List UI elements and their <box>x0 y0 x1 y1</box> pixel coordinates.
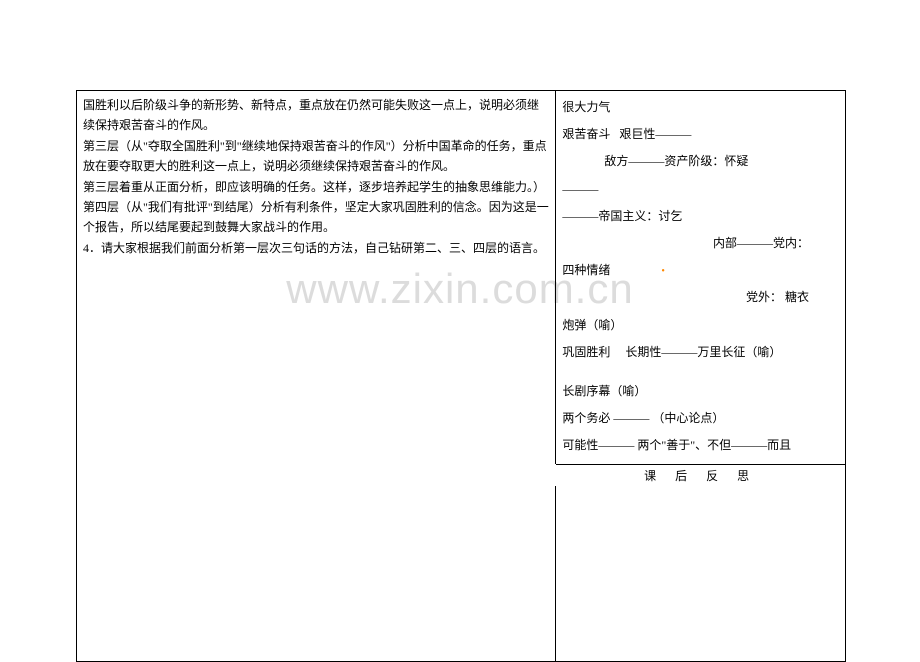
paragraph-1: 国胜利以后阶级斗争的新形势、新特点，重点放在仍然可能失败这一点上，说明必须继续保… <box>83 95 549 136</box>
left-column: 国胜利以后阶级斗争的新形势、新特点，重点放在仍然可能失败这一点上，说明必须继续保… <box>77 91 556 464</box>
note-text: 艰苦奋斗 <box>562 127 610 141</box>
note-line-6: 内部———党内： <box>562 231 839 256</box>
paragraph-3: 第三层着重从正面分析，即应该明确的任务。这样，逐步培养起学生的抽象思维能力。）第… <box>83 177 549 238</box>
note-text: 四种情绪 <box>562 263 610 277</box>
note-line-8: 党外： 糖衣 <box>562 285 839 310</box>
blank-right <box>556 486 845 661</box>
note-text: 党内： <box>773 236 809 250</box>
blank-section <box>77 486 845 661</box>
note-line-7: 四种情绪 • <box>562 258 839 283</box>
note-text: 糖衣 <box>785 290 809 304</box>
document-table: 国胜利以后阶级斗争的新形势、新特点，重点放在仍然可能失败这一点上，说明必须继续保… <box>76 90 846 662</box>
note-line-9: 炮弹（喻） <box>562 313 839 338</box>
note-line-1: 很大力气 <box>562 95 839 120</box>
note-text: 长期性———万里长征（喻） <box>625 345 781 359</box>
marker-icon: • <box>661 266 665 277</box>
note-line-13: 可能性——— 两个"善于"、不但———而且 <box>562 433 839 458</box>
note-text: 党外： <box>746 290 782 304</box>
note-line-3: 敌方———资产阶级：怀疑 <box>562 149 839 174</box>
right-column: 很大力气 艰苦奋斗 艰巨性——— 敌方———资产阶级：怀疑 ——— ———帝国主… <box>556 91 845 464</box>
note-text: 艰巨性——— <box>619 127 691 141</box>
note-line-11: 长剧序幕（喻） <box>562 379 839 404</box>
section-header-reflection: 课 后 反 思 <box>556 464 845 486</box>
note-text: 内部——— <box>713 236 773 250</box>
note-text: ———资产阶级：怀疑 <box>628 154 748 168</box>
note-line-2: 艰苦奋斗 艰巨性——— <box>562 122 839 147</box>
blank-left <box>77 486 556 661</box>
note-line-5: ———帝国主义：讨乞 <box>562 204 839 229</box>
note-line-12: 两个务必 ——— （中心论点） <box>562 406 839 431</box>
paragraph-4: 4．请大家根据我们前面分析第一层次三句话的方法，自己钻研第二、三、四层的语言。 <box>83 238 549 258</box>
note-text: 敌方 <box>604 154 628 168</box>
paragraph-2: 第三层（从"夺取全国胜利"到"继续地保持艰苦奋斗的作风"）分析中国革命的任务，重… <box>83 136 549 177</box>
note-line-4: ——— <box>562 177 839 202</box>
note-line-10: 巩固胜利 长期性———万里长征（喻） <box>562 340 839 365</box>
note-text: 巩固胜利 <box>562 345 610 359</box>
